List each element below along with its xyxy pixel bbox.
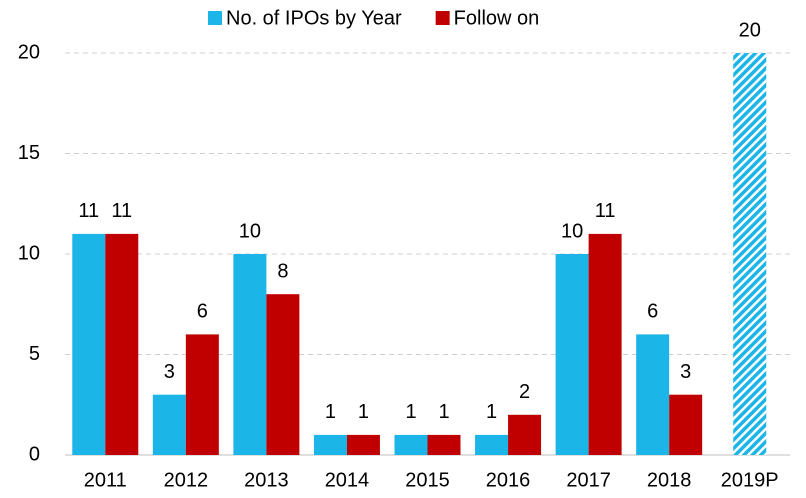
legend-swatch (208, 11, 222, 25)
value-label: 3 (680, 361, 691, 383)
value-label: 10 (239, 220, 261, 242)
bar (636, 334, 670, 455)
bar (233, 254, 267, 455)
value-label: 20 (739, 19, 761, 41)
value-label: 1 (325, 401, 336, 423)
y-tick-label: 20 (18, 41, 40, 63)
value-label: 3 (164, 361, 175, 383)
legend-label: Follow on (454, 7, 540, 29)
value-label: 1 (358, 401, 369, 423)
bar (394, 434, 428, 455)
x-tick-label: 2013 (244, 469, 289, 491)
bar (475, 434, 509, 455)
x-tick-label: 2014 (325, 469, 370, 491)
value-label: 1 (438, 401, 449, 423)
y-tick-label: 0 (29, 443, 40, 465)
value-label: 6 (647, 301, 658, 323)
x-tick-label: 2017 (566, 469, 611, 491)
value-label: 11 (595, 200, 616, 222)
x-tick-label: 2019P (721, 469, 779, 491)
x-tick-label: 2018 (647, 469, 692, 491)
bar (588, 233, 622, 455)
legend-swatch (435, 11, 450, 25)
bar (427, 434, 461, 455)
y-tick-label: 15 (18, 142, 40, 164)
bar (346, 434, 380, 455)
bar (105, 233, 139, 455)
x-tick-label: 2016 (486, 469, 531, 491)
y-tick-label: 10 (18, 242, 40, 264)
x-tick-label: 2011 (84, 469, 127, 491)
bar (266, 294, 300, 455)
y-tick-label: 5 (29, 343, 40, 365)
value-label: 10 (561, 220, 583, 242)
x-tick-label: 2012 (164, 469, 209, 491)
value-label: 11 (78, 200, 99, 222)
bar (72, 233, 106, 455)
value-label: 6 (197, 301, 208, 323)
bar (733, 53, 767, 455)
bar (669, 394, 703, 455)
bar (152, 394, 186, 455)
value-label: 1 (486, 401, 497, 423)
bar (313, 434, 347, 455)
value-label: 11 (111, 200, 132, 222)
x-tick-label: 2015 (405, 469, 450, 491)
value-label: 1 (405, 401, 416, 423)
value-label: 2 (519, 381, 530, 403)
bar (185, 334, 219, 455)
legend-label: No. of IPOs by Year (226, 7, 402, 29)
value-label: 8 (277, 260, 288, 282)
bar (508, 414, 542, 455)
bar (555, 254, 589, 455)
